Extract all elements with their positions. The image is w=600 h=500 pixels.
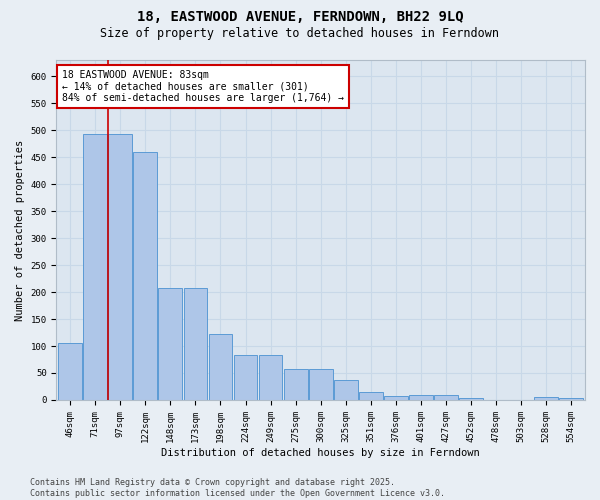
Bar: [83, 134, 107, 400]
Text: Size of property relative to detached houses in Ferndown: Size of property relative to detached ho…: [101, 28, 499, 40]
Text: Contains HM Land Registry data © Crown copyright and database right 2025.
Contai: Contains HM Land Registry data © Crown c…: [30, 478, 445, 498]
Bar: [334, 380, 358, 400]
X-axis label: Distribution of detached houses by size in Ferndown: Distribution of detached houses by size …: [161, 448, 480, 458]
Bar: [158, 288, 182, 400]
Bar: [259, 355, 283, 400]
Bar: [409, 394, 433, 400]
Bar: [109, 134, 132, 400]
Bar: [459, 398, 483, 400]
Bar: [534, 398, 558, 400]
Bar: [58, 344, 82, 400]
Text: 18, EASTWOOD AVENUE, FERNDOWN, BH22 9LQ: 18, EASTWOOD AVENUE, FERNDOWN, BH22 9LQ: [137, 10, 463, 24]
Y-axis label: Number of detached properties: Number of detached properties: [15, 140, 25, 320]
Bar: [284, 369, 308, 400]
Bar: [359, 392, 383, 400]
Bar: [133, 152, 157, 400]
Bar: [184, 288, 208, 400]
Bar: [309, 369, 332, 400]
Bar: [384, 396, 408, 400]
Bar: [434, 394, 458, 400]
Bar: [559, 398, 583, 400]
Text: 18 EASTWOOD AVENUE: 83sqm
← 14% of detached houses are smaller (301)
84% of semi: 18 EASTWOOD AVENUE: 83sqm ← 14% of detac…: [62, 70, 344, 103]
Bar: [209, 334, 232, 400]
Bar: [233, 355, 257, 400]
